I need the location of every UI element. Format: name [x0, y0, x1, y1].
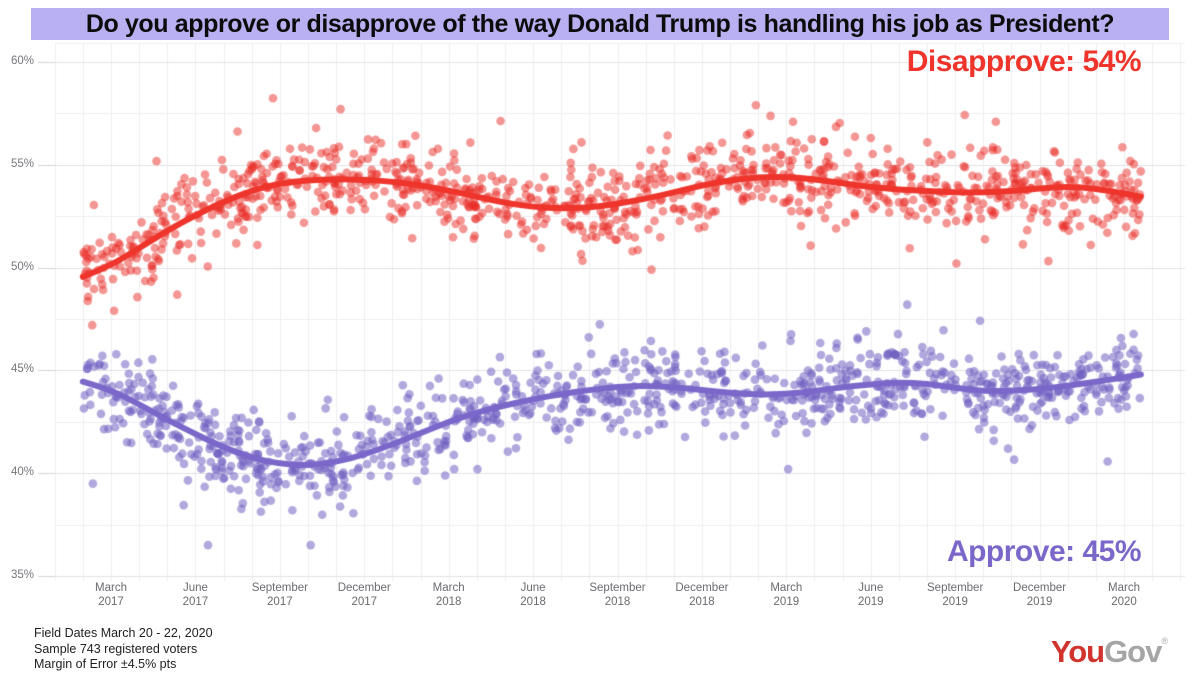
- sample-size-note: Sample 743 registered voters: [34, 641, 198, 656]
- x-axis-tick-label: March 2020: [1108, 582, 1140, 608]
- x-axis-tick-label: September 2017: [251, 582, 308, 608]
- x-axis-tick-label: March 2019: [770, 582, 803, 608]
- x-axis-tick-label: June 2019: [857, 582, 884, 608]
- x-axis-tick-label: March 2017: [95, 582, 127, 608]
- field-dates-note: Field Dates March 20 - 22, 2020: [34, 626, 213, 640]
- question-title: Do you approve or disapprove of the way …: [85, 9, 1115, 38]
- logo-you-text: You: [1050, 634, 1105, 669]
- x-axis-tick-label: September 2018: [589, 582, 646, 608]
- question-banner: Do you approve or disapprove of the way …: [31, 8, 1169, 40]
- y-axis-tick-label: 45%: [10, 363, 34, 376]
- x-axis-tick-label: December 2017: [337, 582, 391, 608]
- x-axis-tick-label: December 2019: [1013, 582, 1067, 608]
- y-axis-tick-label: 40%: [10, 466, 34, 479]
- y-axis-tick-label: 35%: [10, 569, 34, 581]
- x-axis-tick-label: June 2017: [182, 582, 209, 608]
- disapprove-value-label: Disapprove: 54%: [906, 45, 1142, 78]
- x-axis-tick-label: September 2019: [927, 582, 984, 608]
- y-axis-tick-label: 60%: [10, 55, 34, 67]
- margin-of-error-note: Margin of Error ±4.5% pts: [34, 657, 177, 671]
- footer-notes: Field Dates March 20 - 22, 2020 Sample 7…: [34, 626, 213, 673]
- logo-gov-text: Gov: [1104, 634, 1162, 669]
- logo-registered-mark: ®: [1161, 636, 1168, 646]
- approve-value-label: Approve: 45%: [946, 535, 1142, 568]
- x-axis-tick-label: December 2018: [675, 582, 729, 608]
- yougov-logo: YouGov®: [1051, 634, 1168, 670]
- x-axis-tick-label: March 2018: [432, 582, 465, 608]
- x-axis-tick-label: June 2018: [520, 582, 546, 608]
- y-axis-tick-label: 55%: [10, 157, 34, 170]
- y-axis-tick-label: 50%: [10, 260, 34, 273]
